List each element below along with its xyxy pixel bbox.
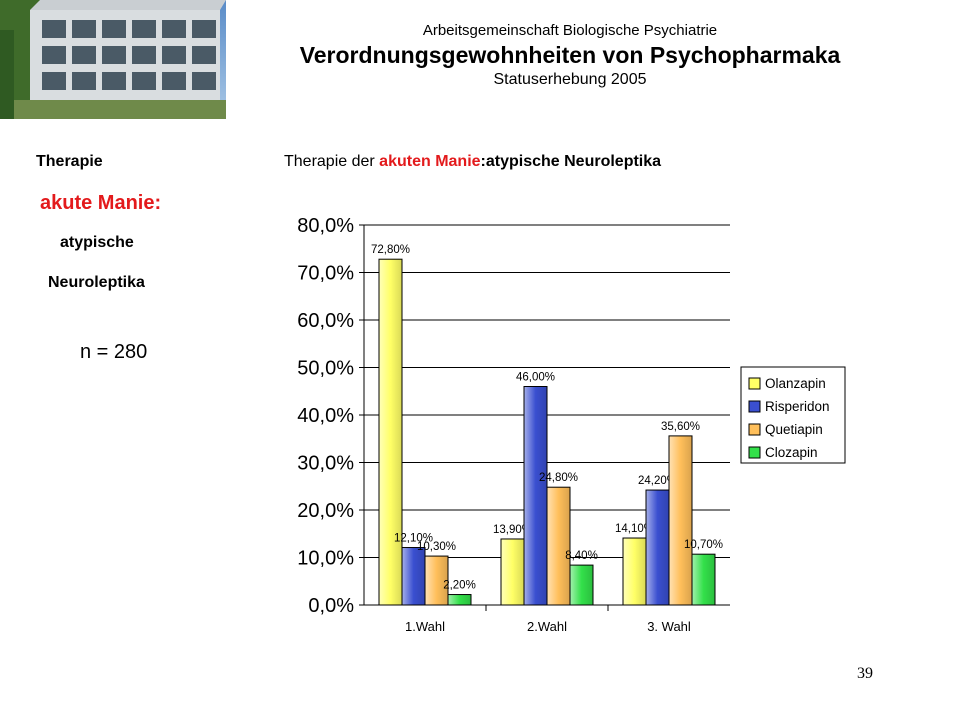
bar <box>424 555 449 606</box>
data-label: 24,80% <box>539 472 578 484</box>
side-label-atypische: atypische <box>60 234 134 251</box>
bar <box>378 258 403 606</box>
data-label: 12,10% <box>394 533 433 545</box>
x-tick-label: 2.Wahl <box>527 619 567 634</box>
data-label: 10,70% <box>684 539 723 551</box>
legend-swatch <box>748 446 761 459</box>
page-subtitle: Statuserhebung 2005 <box>493 71 647 88</box>
chart-title-tail: :atypische Neuroleptika <box>480 153 662 170</box>
legend-label: Risperidon <box>765 399 830 414</box>
y-tick-label: 40,0% <box>297 405 354 427</box>
legend-label: Olanzapin <box>765 376 826 391</box>
legend-swatch <box>748 423 761 436</box>
legend-label: Quetiapin <box>765 422 823 437</box>
x-tick-label: 3. Wahl <box>647 619 691 634</box>
data-label: 2,20% <box>443 580 476 592</box>
organization-name: Arbeitsgemeinschaft Biologische Psychiat… <box>422 22 718 39</box>
y-tick-label: 10,0% <box>297 548 354 570</box>
bar <box>691 553 716 606</box>
chart-title-highlight: akuten Manie <box>379 153 481 170</box>
y-tick-label: 30,0% <box>297 453 354 475</box>
bar <box>523 386 548 606</box>
y-tick-label: 60,0% <box>297 310 354 332</box>
data-label: 24,20% <box>638 475 677 487</box>
side-label-neuroleptika: Neuroleptika <box>48 274 145 291</box>
bar <box>622 537 647 606</box>
bar <box>645 489 670 606</box>
page-number: 39 <box>857 665 873 682</box>
data-label: 14,10% <box>615 523 654 535</box>
side-label-akute-manie: akute Manie: <box>40 192 162 214</box>
bar <box>447 594 472 606</box>
side-label-therapie: Therapie <box>36 153 103 170</box>
y-tick-label: 80,0% <box>297 215 354 237</box>
data-label: 13,90% <box>493 524 532 536</box>
bar <box>569 564 594 606</box>
chart-title-lead: Therapie der <box>284 153 380 170</box>
y-tick-label: 20,0% <box>297 500 354 522</box>
bar <box>401 547 426 606</box>
data-label: 10,30% <box>417 541 456 553</box>
bar <box>668 435 693 606</box>
data-label: 46,00% <box>516 372 555 384</box>
bar <box>546 486 571 606</box>
data-label: 35,60% <box>661 421 700 433</box>
y-tick-label: 50,0% <box>297 358 354 380</box>
y-tick-label: 70,0% <box>297 263 354 285</box>
data-label: 8,40% <box>565 550 598 562</box>
page-title: Verordnungsgewohnheiten von Psychopharma… <box>299 42 841 68</box>
slide-header: Arbeitsgemeinschaft Biologische Psychiat… <box>240 22 900 90</box>
x-tick-label: 1.Wahl <box>405 619 445 634</box>
y-tick-label: 0,0% <box>308 595 354 617</box>
sample-size: n = 280 <box>80 341 148 363</box>
legend-swatch <box>748 400 761 413</box>
chart-title: Therapie der akuten Manie:atypische Neur… <box>284 153 661 171</box>
bar <box>500 538 525 606</box>
legend-label: Clozapin <box>765 445 818 460</box>
data-label: 72,80% <box>371 244 410 256</box>
building-photo <box>0 0 226 119</box>
legend-swatch <box>748 377 761 390</box>
